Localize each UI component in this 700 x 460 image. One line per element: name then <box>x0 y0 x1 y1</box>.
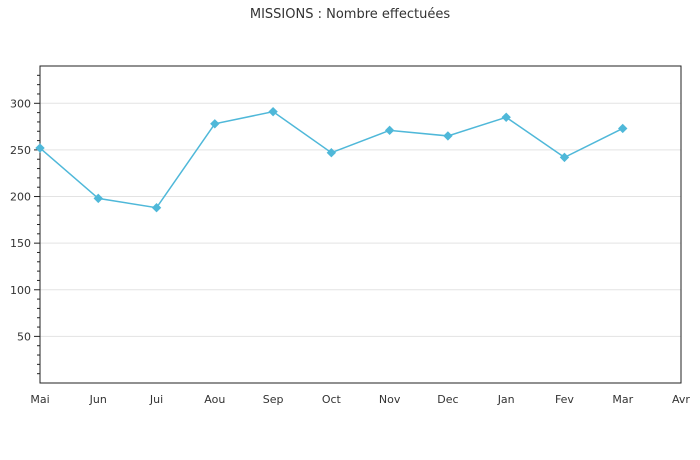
data-point <box>35 143 45 153</box>
y-axis-ticks: 50 100 150 200 250 300 <box>10 97 40 343</box>
x-tick-label: Oct <box>322 393 342 406</box>
x-tick-label: Fev <box>555 393 574 406</box>
y-tick-label: 100 <box>10 284 31 297</box>
x-tick-label: Jun <box>89 393 107 406</box>
data-point <box>151 203 162 213</box>
y-tick-label: 50 <box>17 330 31 343</box>
data-point <box>210 119 220 129</box>
y-tick-label: 200 <box>10 191 31 204</box>
y-tick-label: 150 <box>10 237 31 250</box>
x-tick-label: Aou <box>204 393 225 406</box>
x-tick-label: Mar <box>612 393 633 406</box>
data-point <box>384 125 395 136</box>
data-point <box>501 112 511 122</box>
plot-area <box>39 65 682 384</box>
y-tick-label: 300 <box>10 97 31 110</box>
data-point <box>559 152 570 163</box>
series-layer <box>35 106 628 213</box>
x-tick-label: Avr <box>672 393 690 406</box>
x-tick-label: Jan <box>497 393 515 406</box>
data-point <box>326 148 337 158</box>
x-tick-label: Jui <box>149 393 163 406</box>
series-line <box>39 110 624 209</box>
data-point <box>268 106 278 117</box>
x-axis-ticks: Mai Jun Jui Aou Sep Oct Nov Dec Jan Fev Mar Avr <box>30 393 690 406</box>
data-point <box>93 193 103 204</box>
x-tick-label: Dec <box>437 393 458 406</box>
x-tick-label: Nov <box>379 393 401 406</box>
y-axis-minor-ticks <box>37 74 40 375</box>
data-point <box>443 131 453 141</box>
y-tick-label: 250 <box>10 144 31 157</box>
chart-title: MISSIONS : Nombre effectuées <box>250 7 450 22</box>
x-tick-label: Mai <box>30 393 49 406</box>
x-tick-label: Sep <box>263 393 284 406</box>
grid-lines <box>40 102 681 337</box>
data-point <box>618 123 628 134</box>
